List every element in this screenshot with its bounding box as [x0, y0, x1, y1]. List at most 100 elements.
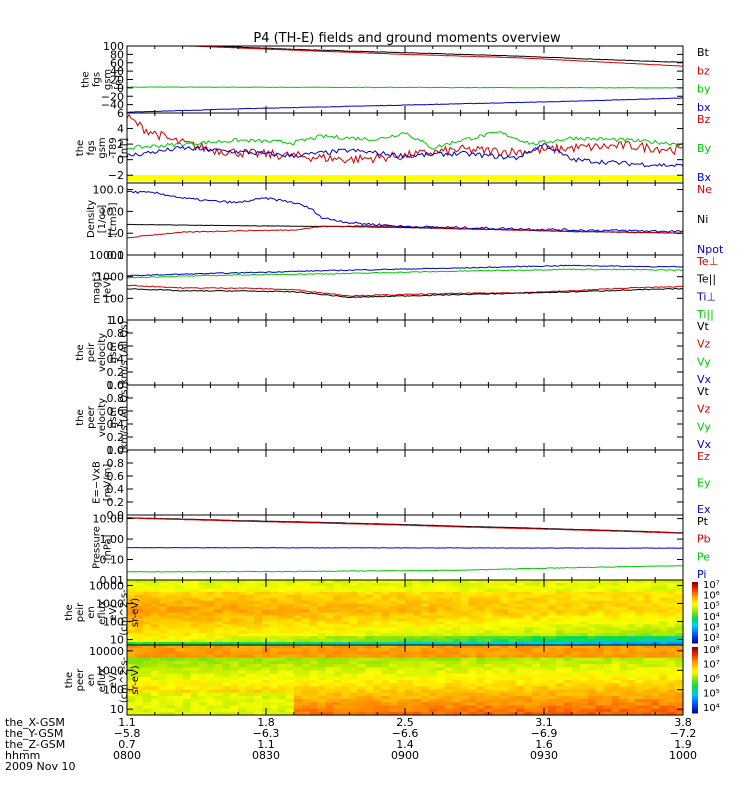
colorbar-swatch [692, 710, 698, 714]
spectrogram-cell [524, 591, 533, 596]
spectrogram-cell [524, 664, 533, 668]
spectrogram-cell [262, 673, 271, 678]
spectrogram-cell [246, 664, 255, 668]
spectrogram-cell [127, 708, 136, 713]
spectrogram-cell [254, 597, 263, 602]
spectrogram-cell [516, 591, 525, 596]
spectrogram-cell [460, 624, 470, 628]
spectrogram-cell [182, 597, 192, 602]
spectrogram-cell [412, 600, 422, 605]
spectrogram-cell [269, 594, 279, 599]
spectrogram-cell [516, 660, 525, 665]
spectrogram-cell [412, 695, 422, 700]
spectrogram-cell [317, 657, 327, 662]
spectrogram-cell [317, 597, 327, 602]
spectrogram-cell [333, 664, 343, 668]
spectrogram-cell [444, 645, 454, 649]
spectrogram-cell [444, 597, 454, 602]
spectrogram-cell [246, 673, 255, 678]
spectrogram-cell [524, 594, 533, 599]
spectrogram-cell [611, 651, 621, 656]
spectrogram-cell [420, 673, 430, 678]
spectrogram-cell [444, 657, 454, 662]
y-tick-label: 0.8 [107, 392, 125, 405]
spectrogram-cell [277, 636, 287, 640]
spectrogram-cell [349, 683, 358, 687]
spectrogram-cell [142, 603, 152, 608]
spectrogram-cell [365, 689, 374, 694]
spectrogram-cell [381, 660, 390, 665]
spectrogram-cell [317, 699, 327, 703]
y-axis-label-line: Density [86, 200, 97, 238]
spectrogram-cell [389, 609, 398, 614]
spectrogram-cell [349, 580, 358, 584]
spectrogram-cell [555, 648, 565, 652]
spectrogram-cell [277, 580, 287, 584]
spectrogram-cell [444, 673, 454, 678]
y-axis-label-line: gsm [97, 137, 108, 158]
spectrogram-cell [373, 615, 382, 619]
spectrogram-cell [563, 654, 573, 659]
spectrogram-cell [420, 582, 430, 587]
y-axis-label-line: peer [75, 668, 86, 692]
spectrogram-cell [206, 588, 215, 593]
spectrogram-cell [420, 657, 430, 662]
spectrogram-cell [301, 609, 311, 614]
spectrogram-cell [262, 657, 271, 662]
spectrogram-cell [547, 695, 557, 700]
spectrogram-cell [389, 695, 398, 700]
spectrogram-cell [412, 642, 422, 646]
spectrogram-cell [397, 699, 406, 703]
spectrogram-cell [611, 642, 621, 646]
spectrogram-cell [659, 686, 668, 691]
spectrogram-cell [524, 612, 533, 617]
spectrogram-cell [262, 612, 271, 617]
spectrogram-cell [397, 660, 406, 665]
spectrogram-cell [206, 676, 215, 681]
spectrogram-cell [357, 660, 366, 665]
spectrogram-cell [492, 673, 501, 678]
spectrogram-cell [524, 695, 533, 700]
spectrogram-cell [524, 618, 533, 622]
spectrogram-cell [222, 615, 231, 619]
spectrogram-cell [675, 651, 684, 656]
spectrogram-cell [532, 618, 541, 622]
spectrogram-cell [563, 702, 573, 707]
spectrogram-cell [540, 699, 549, 703]
spectrogram-cell [659, 705, 668, 710]
spectrogram-cell [174, 680, 184, 684]
spectrogram-cell [357, 639, 366, 643]
spectrogram-cell [150, 648, 160, 652]
spectrogram-cell [127, 645, 136, 649]
spectrogram-cell [317, 636, 327, 640]
spectrogram-cell [492, 630, 501, 634]
spectrogram-cell [532, 667, 541, 672]
colorbar-swatch [692, 702, 698, 705]
spectrogram-cell [492, 633, 501, 637]
spectrogram-cell [587, 708, 597, 713]
spectrogram-cell [198, 689, 208, 694]
spectrogram-cell [643, 648, 652, 652]
spectrogram-cell [333, 606, 343, 611]
spectrogram-cell [651, 591, 660, 596]
spectrogram-cell [190, 600, 200, 605]
spectrogram-cell [397, 597, 406, 602]
spectrogram-cell [357, 582, 366, 587]
spectrogram-cell [579, 676, 589, 681]
spectrogram-cell [627, 612, 636, 617]
spectrogram-cell [444, 591, 454, 596]
spectrogram-cell [651, 588, 660, 593]
spectrogram-cell [317, 651, 327, 656]
spectrogram-cell [555, 580, 565, 584]
spectrogram-cell [460, 692, 470, 697]
spectrogram-cell [373, 673, 382, 678]
spectrogram-cell [127, 670, 136, 675]
spectrogram-cell [563, 591, 573, 596]
spectrogram-cell [381, 588, 390, 593]
spectrogram-cell [190, 630, 200, 634]
spectrogram-cell [293, 695, 303, 700]
colorbar-swatch [692, 666, 698, 670]
panel-peir-eflux: 10⁷10⁶10⁵10⁴10³10²10000100010010thepeire… [64, 579, 720, 646]
spectrogram-cell [595, 609, 605, 614]
